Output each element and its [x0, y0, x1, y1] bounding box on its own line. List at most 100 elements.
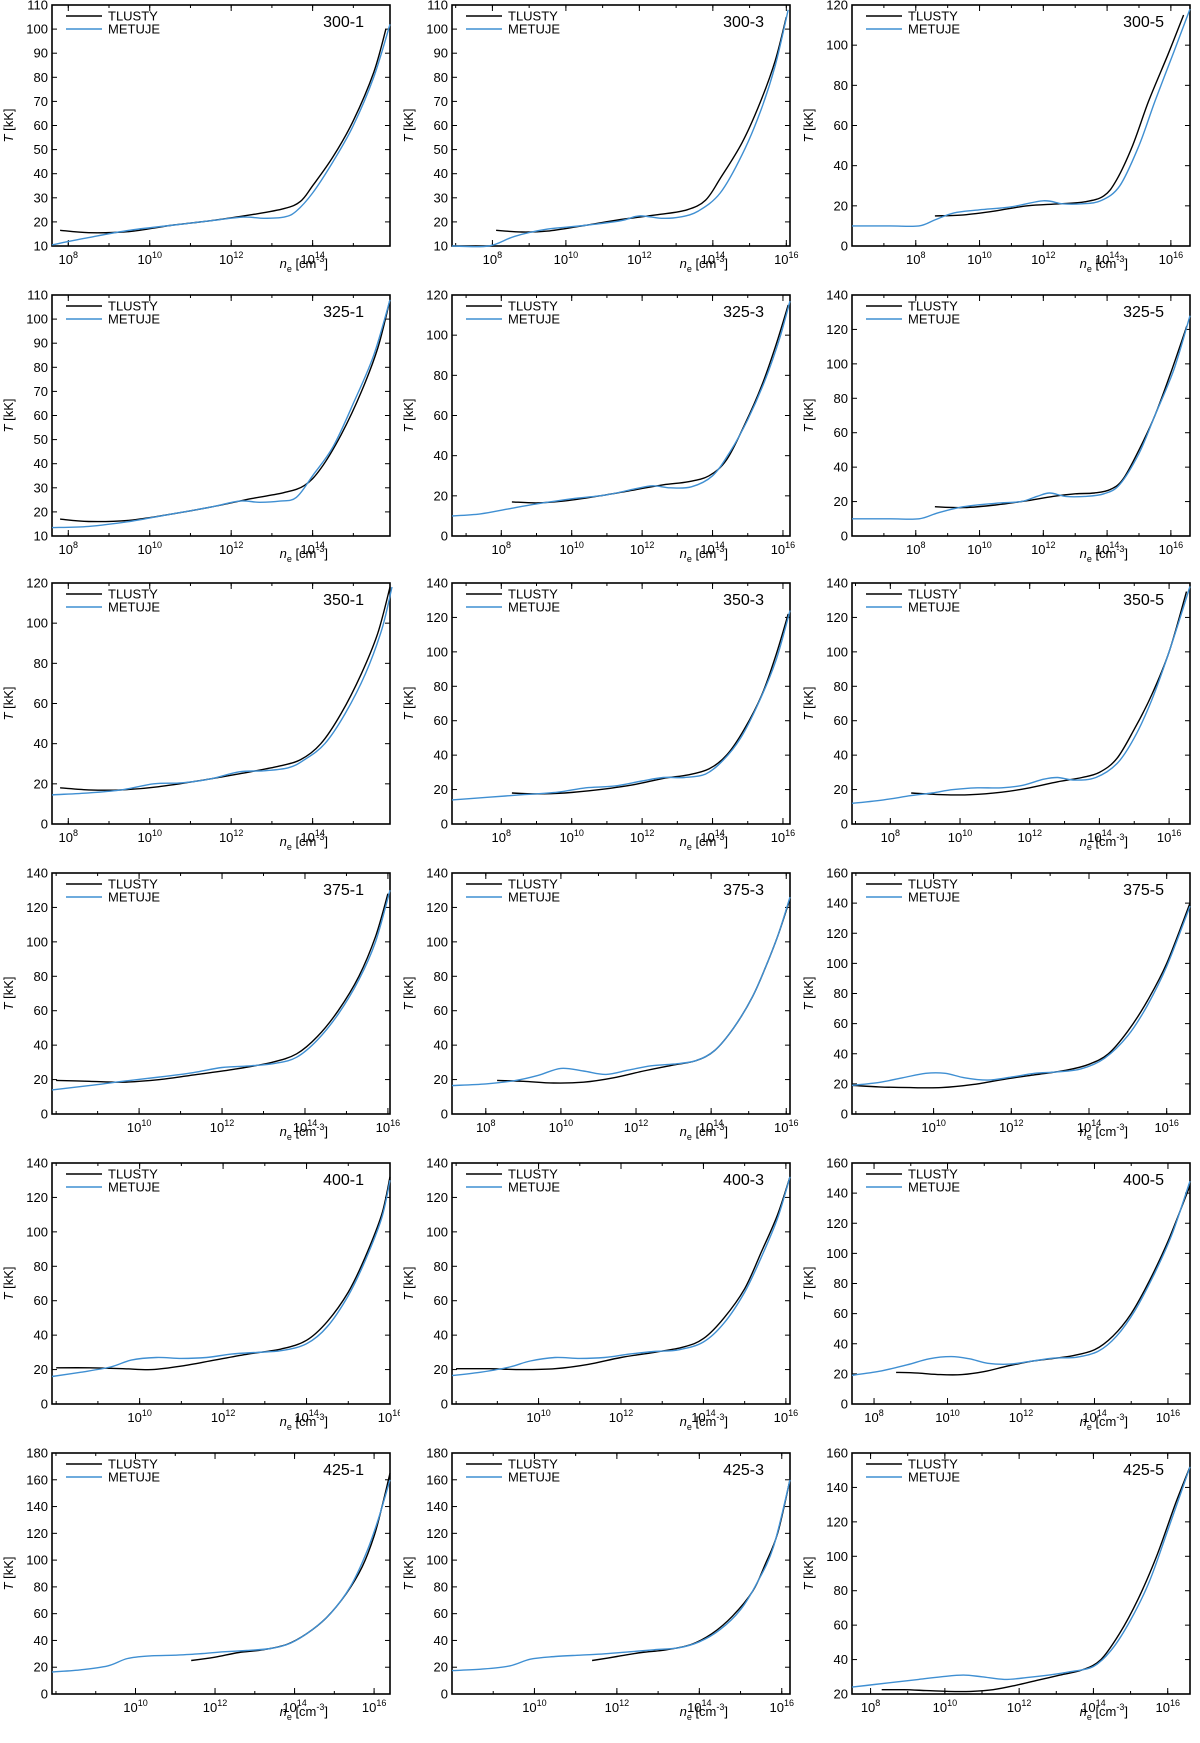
x-tick-label: 1016 [362, 1698, 386, 1715]
x-tick: 1014 [691, 1163, 716, 1425]
y-tick-label: 60 [834, 1618, 848, 1633]
x-tick: 1012 [219, 583, 243, 845]
y-tick: 160 [826, 1156, 1190, 1171]
legend-label: TLUSTY [508, 1457, 558, 1472]
y-tick: 120 [826, 1514, 1190, 1529]
y-tick-label: 40 [34, 456, 48, 471]
y-tick: 100 [826, 1246, 1190, 1261]
y-tick-label: 40 [34, 166, 48, 181]
legend-item-tlusty: TLUSTY [866, 1457, 958, 1472]
x-tick-label: 108 [483, 250, 502, 267]
x-tick-label: 1010 [559, 540, 583, 557]
chart-panel-425-5: 20 40 60 80 100 120 140 160 108 1010 1012 1014 1016 T… [800, 1446, 1200, 1738]
y-tick-label: 20 [434, 782, 448, 797]
legend-item-tlusty: TLUSTY [66, 877, 158, 892]
y-tick-label: 80 [834, 1276, 848, 1291]
legend-label: TLUSTY [908, 299, 958, 314]
x-tick-label: 108 [476, 1118, 495, 1135]
y-tick-label: 160 [826, 1448, 848, 1461]
x-tick-label: 1010 [522, 1698, 546, 1715]
series-line-tlusty [496, 16, 787, 233]
y-tick-label: 120 [426, 290, 448, 303]
legend-label: METUJE [108, 312, 160, 327]
legend-label: METUJE [508, 1470, 560, 1485]
series-line-tlusty [60, 28, 387, 234]
y-tick: 60 [834, 118, 1190, 133]
chart-svg: 0 20 40 60 80 100 120 108 1010 1012 1014 1016 T [kK]… [801, 0, 1191, 274]
x-tick-label: 1010 [554, 250, 578, 267]
x-tick: 108 [906, 295, 926, 557]
y-tick: 40 [834, 1046, 1190, 1061]
x-tick: 1016 [362, 1453, 386, 1715]
x-tick-label: 1016 [771, 540, 795, 557]
x-tick-label: 1014 [1077, 1118, 1101, 1135]
y-axis-label: T [kK] [1, 399, 16, 433]
legend-label: TLUSTY [908, 1457, 958, 1472]
y-tick: 0 [41, 817, 390, 832]
series-line-tlusty [592, 1479, 791, 1662]
x-tick-label: 1012 [1007, 1698, 1031, 1715]
legend-label: TLUSTY [108, 587, 158, 602]
x-tick: 1016 [1157, 583, 1181, 845]
x-tick: 1014 [300, 295, 325, 557]
x-tick: 1016 [1159, 295, 1183, 557]
legend-label: TLUSTY [508, 1167, 558, 1182]
chart-panel-300-3: 10 20 30 40 50 60 70 80 90 100 110 108 1010 1012 1014 1… [400, 0, 800, 290]
x-tick: 1014 [701, 5, 725, 267]
y-axis-label: T [kK] [401, 109, 416, 143]
legend-label: METUJE [108, 890, 160, 905]
legend-label: TLUSTY [908, 877, 958, 892]
x-tick: 1010 [123, 1453, 148, 1715]
y-tick-label: 0 [441, 817, 448, 832]
legend-item-tlusty: TLUSTY [466, 299, 558, 314]
y-tick: 140 [26, 1499, 390, 1514]
x-tick: 108 [881, 583, 900, 845]
y-tick: 60 [434, 713, 790, 728]
y-axis-label: T [kK] [801, 1267, 816, 1301]
y-tick: 20 [434, 214, 790, 229]
x-tick-label: 1016 [1154, 1118, 1178, 1135]
y-tick-label: 60 [834, 713, 848, 728]
y-tick: 160 [826, 1446, 1190, 1461]
y-tick-label: 80 [434, 969, 448, 984]
x-tick: 1014 [1082, 1163, 1107, 1425]
x-tick: 108 [864, 1163, 884, 1425]
y-tick-label: 140 [426, 578, 448, 591]
chart-title: 425-5 [1123, 1462, 1164, 1479]
y-tick: 140 [826, 576, 1190, 591]
x-tick-label: 1010 [123, 1698, 147, 1715]
y-tick-label: 30 [34, 480, 48, 495]
y-tick-label: 20 [834, 494, 848, 509]
chart-svg: 10 20 30 40 50 60 70 80 90 100 110 108 1010 1012 1014 1… [401, 0, 799, 274]
x-axis-label: ne [cm-3] [280, 544, 328, 564]
chart-panel-400-3: 0 20 40 60 80 100 120 140 1010 1012 1014 1016 T [kK]… [400, 1156, 800, 1448]
y-tick-label: 10 [34, 529, 48, 544]
x-tick-label: 1012 [219, 250, 243, 267]
x-tick: 1012 [219, 295, 243, 557]
x-tick-label: 1012 [627, 250, 651, 267]
legend-item-metuje: METUJE [866, 1470, 960, 1485]
y-tick: 100 [426, 22, 790, 37]
chart-svg: 20 40 60 80 100 120 140 160 108 1010 1012 1014 1016 T… [801, 1446, 1191, 1722]
chart-panel-325-5: 0 20 40 60 80 100 120 140 108 1010 1012 1014 1016 T [… [800, 288, 1200, 580]
legend-label: METUJE [508, 312, 560, 327]
y-tick: 60 [834, 425, 1190, 440]
y-tick-label: 120 [426, 610, 448, 625]
y-tick-label: 100 [426, 328, 448, 343]
chart-svg: 0 20 40 60 80 100 120 140 160 108 1010 1012 1014 1016… [801, 1156, 1191, 1432]
y-tick-label: 40 [834, 460, 848, 475]
plot-frame [851, 1162, 1191, 1405]
y-tick: 30 [34, 190, 390, 205]
series-line-tlusty [60, 586, 391, 791]
y-tick: 0 [441, 529, 790, 544]
y-tick: 60 [834, 713, 1190, 728]
y-tick-label: 60 [34, 1293, 48, 1308]
y-tick-label: 40 [834, 1652, 848, 1667]
y-tick-label: 120 [826, 322, 848, 337]
y-tick-label: 80 [834, 986, 848, 1001]
x-tick: 1014 [687, 1453, 712, 1715]
chart-panel-425-1: 0 20 40 60 80 100 120 140 160 180 1010 1012 1014 1016… [0, 1446, 400, 1738]
y-tick-label: 120 [26, 578, 48, 591]
y-tick-label: 80 [34, 656, 48, 671]
legend-item-tlusty: TLUSTY [466, 877, 558, 892]
